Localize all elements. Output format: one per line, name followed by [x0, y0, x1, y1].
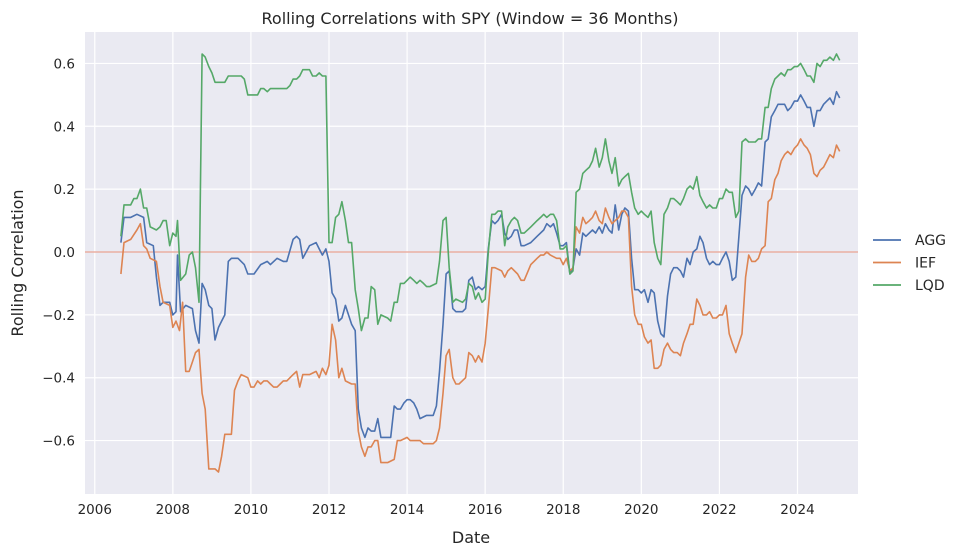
axis-ticks: 2006 2008 2010 2012 2014 2016 2018 2020 2022 2024… — [42, 56, 814, 518]
y-tick-label: 0.6 — [54, 56, 75, 72]
x-tick-label: 2008 — [156, 502, 190, 518]
legend: AGG IEF LQD — [873, 233, 946, 294]
x-tick-label: 2020 — [624, 502, 658, 518]
x-tick-label: 2024 — [780, 502, 814, 518]
series-line-lqd — [120, 53, 841, 332]
y-tick-label: 0.2 — [54, 182, 75, 198]
x-tick-label: 2012 — [312, 502, 346, 518]
x-tick-label: 2018 — [546, 502, 580, 518]
y-tick-label: 0.0 — [54, 245, 75, 261]
x-tick-label: 2006 — [78, 502, 112, 518]
series-lines — [120, 53, 841, 473]
series-line-agg — [120, 90, 841, 439]
x-tick-label: 2016 — [468, 502, 502, 518]
chart-title: Rolling Correlations with SPY (Window = … — [262, 9, 679, 28]
legend-label-ief: IEF — [915, 256, 936, 272]
y-axis-title: Rolling Correlation — [8, 189, 27, 336]
y-tick-label: −0.2 — [42, 308, 75, 324]
x-tick-label: 2022 — [702, 502, 736, 518]
x-tick-label: 2014 — [390, 502, 424, 518]
legend-label-lqd: LQD — [915, 278, 945, 294]
legend-label-agg: AGG — [915, 233, 946, 249]
y-tick-label: 0.4 — [54, 119, 75, 135]
y-tick-label: −0.4 — [42, 371, 75, 387]
series-line-ief — [120, 138, 841, 473]
x-tick-label: 2010 — [234, 502, 268, 518]
x-axis-title: Date — [452, 528, 490, 547]
y-tick-label: −0.6 — [42, 434, 75, 450]
